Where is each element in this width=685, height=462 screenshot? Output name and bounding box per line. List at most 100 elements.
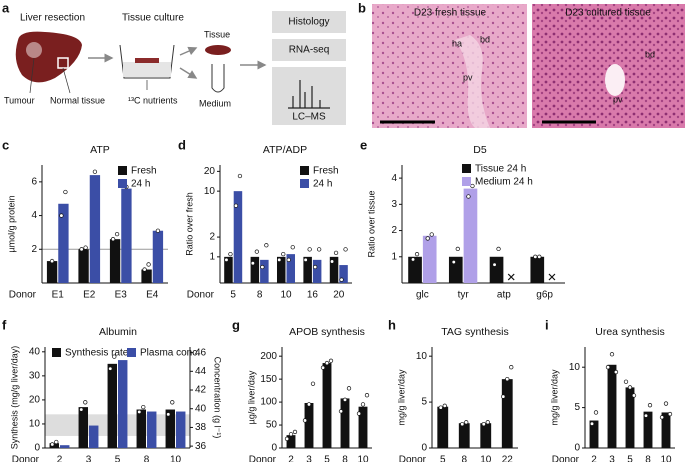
replicate-point (108, 366, 113, 371)
replicate-point (631, 393, 637, 398)
label: Tumour (4, 95, 35, 105)
image-title: D23 fresh tissue (414, 8, 487, 19)
label: Tissue culture (122, 13, 184, 24)
y-axis-label: Ratio over tissue (366, 190, 376, 257)
tissue-slice (135, 58, 159, 63)
bar (78, 407, 88, 448)
spectrum (288, 80, 330, 109)
bar (530, 256, 545, 283)
y-tick-label: 4 (31, 210, 37, 221)
bar (329, 256, 339, 283)
y2-axis-label: Concentration (g l⁻¹) (213, 357, 223, 439)
x-axis-label: Donor (552, 455, 580, 462)
x-tick-label: 8 (257, 290, 263, 301)
x-tick-label: 10 (357, 455, 369, 462)
y-axis-label: Ratio over fresh (184, 192, 194, 256)
replicate-point (303, 257, 308, 263)
legend-swatch (118, 166, 127, 175)
replicate-point (155, 228, 161, 233)
replicate-point (364, 393, 370, 398)
panel-letter: i (545, 317, 549, 332)
x-tick-label: 16 (307, 290, 319, 301)
legend-label: 24 h (313, 179, 332, 190)
y-tick-label: 200 (260, 351, 277, 362)
replicate-point (451, 259, 456, 265)
image-label: bd (480, 34, 490, 44)
y-tick-label: 3 (391, 199, 397, 210)
vessel (605, 64, 625, 96)
replicate-point (317, 247, 322, 252)
replicate-point (250, 261, 255, 266)
bar (152, 230, 164, 283)
replicate-point (292, 429, 298, 435)
bar (340, 398, 350, 448)
label: Normal tissue (50, 95, 105, 105)
chart-title: D5 (473, 144, 487, 156)
replicate-point (470, 183, 475, 189)
y-tick-label: 10 (204, 186, 216, 197)
image-label: ha (452, 38, 462, 48)
y2-tick-label: 40 (195, 403, 207, 414)
bar (463, 188, 478, 283)
legend-label: 24 h (131, 179, 150, 190)
label: ¹³C nutrients (128, 95, 178, 105)
chart-title: Urea synthesis (595, 326, 664, 338)
y-tick-label: 20 (204, 166, 216, 177)
replicate-point (442, 403, 447, 408)
legend-swatch (300, 179, 309, 188)
x-tick-label: E3 (115, 290, 128, 301)
replicate-point (112, 354, 117, 359)
x-tick-label: 2 (591, 455, 597, 462)
bar (303, 256, 312, 283)
bar (176, 411, 186, 448)
x-tick-label: 8 (342, 455, 348, 462)
output-box (272, 39, 346, 61)
panel-letter: b (358, 0, 366, 15)
bar (107, 363, 117, 448)
x-tick-label: 10 (280, 290, 292, 301)
replicate-point (83, 245, 88, 250)
y-axis-label: Synthesis (mg/g liver/day) (9, 346, 19, 450)
x-tick-label: 5 (230, 290, 236, 301)
replicate-point (237, 173, 243, 179)
bar (607, 364, 617, 448)
chart-title: Albumin (99, 326, 137, 338)
label: Histology (288, 17, 329, 28)
replicate-point (627, 385, 633, 390)
replicate-point (83, 400, 88, 405)
image-title: D23 cultured tissue (565, 8, 651, 19)
y2-tick-label: 46 (195, 347, 207, 358)
x-tick-label: E1 (52, 290, 65, 301)
x-tick-label: 3 (609, 455, 615, 462)
bar (78, 249, 89, 283)
x-tick-label: 2 (57, 455, 63, 462)
label: LC–MS (292, 112, 326, 123)
bar (60, 445, 70, 448)
y-tick-label: 20 (29, 395, 41, 406)
legend-swatch (462, 164, 471, 173)
replicate-point (137, 409, 142, 415)
replicate-point (667, 411, 673, 417)
bar (136, 409, 146, 448)
y-tick-label: 2 (209, 232, 215, 243)
replicate-point (146, 262, 151, 267)
bar (118, 360, 128, 448)
replicate-point (485, 420, 490, 425)
bar (589, 420, 599, 448)
replicate-point (50, 442, 55, 447)
replicate-point (302, 418, 308, 423)
legend-label: Tissue 24 h (475, 164, 526, 175)
replicate-point (306, 402, 312, 407)
x-tick-label: 8 (461, 455, 467, 462)
replicate-point (284, 436, 290, 441)
y-tick-label: 10 (29, 419, 41, 430)
bar (422, 235, 437, 283)
x-tick-label: E2 (83, 290, 96, 301)
replicate-point (496, 246, 501, 252)
replicate-point (328, 358, 334, 363)
bar (260, 259, 269, 283)
y-tick-label: 1 (209, 251, 215, 262)
replicate-point (589, 421, 595, 426)
missing-marker (507, 273, 515, 281)
